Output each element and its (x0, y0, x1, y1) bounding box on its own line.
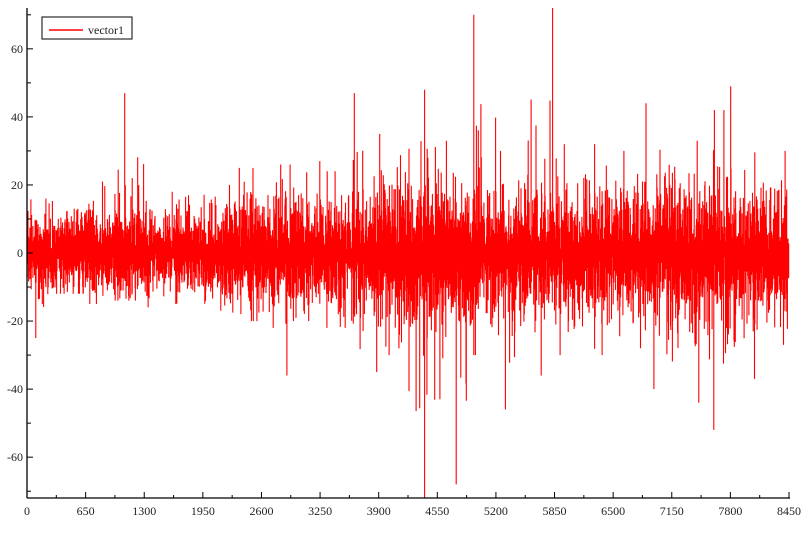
x-tick-label: 5850 (543, 504, 567, 518)
x-tick-label: 1950 (191, 504, 215, 518)
legend-box (41, 16, 133, 40)
x-tick-label: 650 (77, 504, 95, 518)
x-tick-label: 5200 (484, 504, 508, 518)
series-vector1-line (26, 8, 790, 498)
y-tick-label: 20 (11, 178, 23, 192)
x-tick-label: 0 (24, 504, 30, 518)
x-tick-label: 1300 (132, 504, 156, 518)
axes: 0 650 1300 1950 2600 3250 3900 4550 5200 5850 6500… (7, 8, 801, 518)
x-tick-label: 8450 (777, 504, 801, 518)
x-tick-label: 2600 (249, 504, 273, 518)
x-tick-label: 3250 (308, 504, 332, 518)
y-tick-label: -40 (7, 382, 23, 396)
y-tick-label: 40 (11, 110, 23, 124)
y-tick-label: -20 (7, 314, 23, 328)
x-tick-label: 3900 (367, 504, 391, 518)
legend: vector1 (41, 16, 133, 40)
x-tick-label: 7150 (660, 504, 684, 518)
legend-label-vector1: vector1 (88, 23, 124, 37)
plot-area (26, 8, 790, 498)
y-tick-label: -60 (7, 450, 23, 464)
x-tick-label: 4550 (425, 504, 449, 518)
x-tick-label: 7800 (718, 504, 742, 518)
y-tick-label: 0 (17, 246, 23, 260)
x-tick-label: 6500 (601, 504, 625, 518)
y-tick-label: 60 (11, 42, 23, 56)
